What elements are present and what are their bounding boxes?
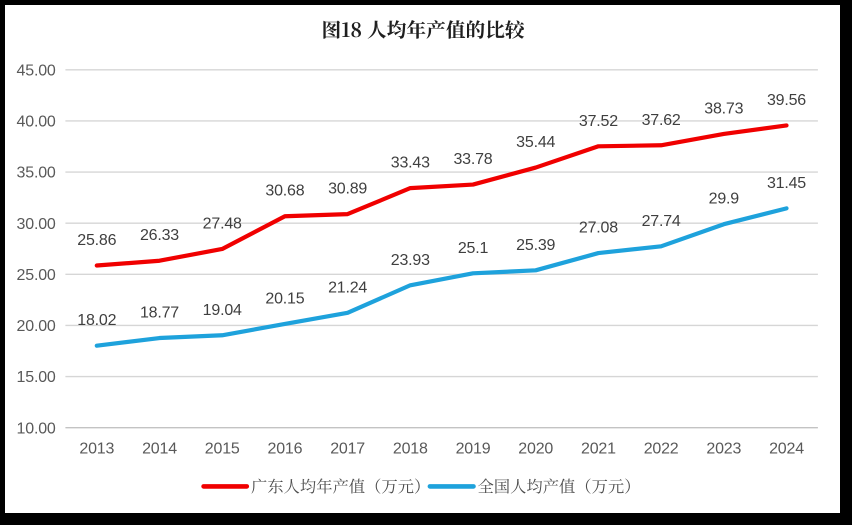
svg-text:20.15: 20.15 <box>265 290 304 307</box>
svg-text:25.39: 25.39 <box>516 237 555 254</box>
svg-text:38.73: 38.73 <box>704 100 743 117</box>
svg-text:30.00: 30.00 <box>17 216 56 233</box>
svg-text:39.56: 39.56 <box>767 92 806 109</box>
svg-text:10.00: 10.00 <box>17 420 56 437</box>
svg-text:35.44: 35.44 <box>516 134 555 151</box>
svg-text:33.78: 33.78 <box>453 151 492 168</box>
svg-text:18.77: 18.77 <box>140 305 179 322</box>
svg-text:2018: 2018 <box>393 441 428 458</box>
svg-text:40.00: 40.00 <box>17 114 56 131</box>
svg-text:35.00: 35.00 <box>17 165 56 182</box>
svg-text:45.00: 45.00 <box>17 62 56 79</box>
svg-text:25.1: 25.1 <box>458 240 489 257</box>
svg-text:31.45: 31.45 <box>767 175 806 192</box>
svg-text:15.00: 15.00 <box>17 369 56 386</box>
svg-text:30.68: 30.68 <box>265 183 304 200</box>
svg-text:20.00: 20.00 <box>17 318 56 335</box>
svg-text:26.33: 26.33 <box>140 227 179 244</box>
svg-text:25.00: 25.00 <box>17 267 56 284</box>
svg-text:33.43: 33.43 <box>391 155 430 172</box>
svg-text:2015: 2015 <box>205 441 240 458</box>
svg-text:2020: 2020 <box>518 441 553 458</box>
svg-text:23.93: 23.93 <box>391 252 430 269</box>
svg-text:21.24: 21.24 <box>328 279 367 296</box>
svg-text:25.86: 25.86 <box>77 232 116 249</box>
svg-text:29.9: 29.9 <box>709 191 740 208</box>
svg-text:2014: 2014 <box>142 441 177 458</box>
svg-text:27.08: 27.08 <box>579 220 618 237</box>
svg-text:2016: 2016 <box>268 441 303 458</box>
svg-text:18.02: 18.02 <box>77 312 116 329</box>
svg-text:30.89: 30.89 <box>328 181 367 198</box>
svg-text:2021: 2021 <box>581 441 616 458</box>
svg-text:27.74: 27.74 <box>642 213 681 230</box>
svg-text:2017: 2017 <box>330 441 365 458</box>
svg-text:2022: 2022 <box>644 441 679 458</box>
svg-text:37.62: 37.62 <box>642 112 681 129</box>
svg-text:19.04: 19.04 <box>203 302 242 319</box>
svg-text:2019: 2019 <box>456 441 491 458</box>
svg-text:37.52: 37.52 <box>579 113 618 130</box>
svg-text:2013: 2013 <box>79 441 114 458</box>
svg-text:27.48: 27.48 <box>203 215 242 232</box>
svg-text:2023: 2023 <box>706 441 741 458</box>
svg-text:2024: 2024 <box>769 441 804 458</box>
